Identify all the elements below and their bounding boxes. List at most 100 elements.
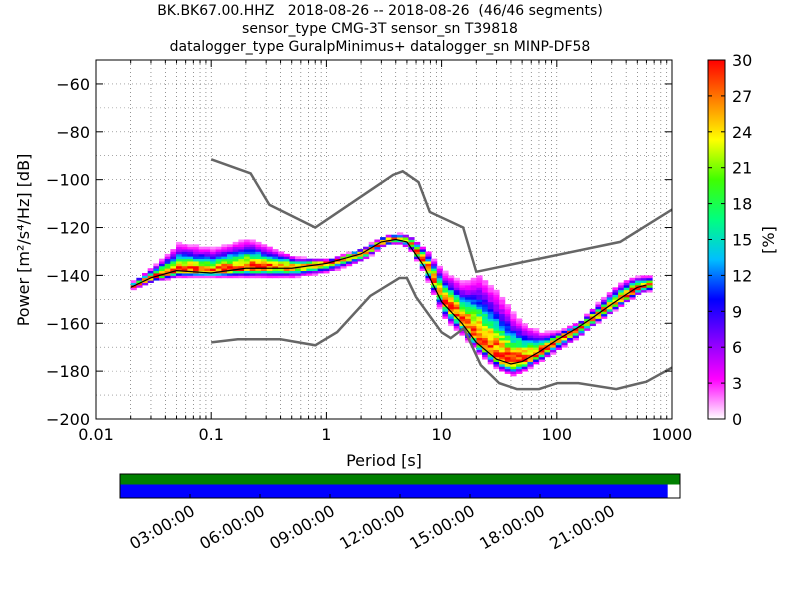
heatmap-cell <box>414 244 421 248</box>
heatmap-cell <box>612 287 619 291</box>
heatmap-cell <box>493 306 500 310</box>
heatmap-cell <box>567 340 574 343</box>
heatmap-cell <box>249 256 256 260</box>
heatmap-cell <box>147 277 154 281</box>
heatmap-cell <box>425 270 432 274</box>
heatmap-cell <box>272 263 279 267</box>
heatmap-cell <box>317 263 324 267</box>
heatmap-cell <box>578 320 585 324</box>
heatmap-cell <box>465 284 472 288</box>
colorbar-tick-label: 30 <box>732 51 752 70</box>
heatmap-cell <box>521 323 528 327</box>
heatmap-cell <box>431 261 438 264</box>
heatmap-cell <box>306 265 313 269</box>
heatmap-cell <box>244 253 251 257</box>
heatmap-cell <box>374 246 381 250</box>
data-coverage-bar <box>120 474 680 485</box>
heatmap-cell <box>476 287 483 291</box>
heatmap-cell <box>136 277 143 281</box>
heatmap-cell <box>181 263 188 267</box>
colorbar-tick-label: 9 <box>732 302 742 321</box>
heatmap-cell <box>482 354 489 358</box>
heatmap-cell <box>283 270 290 274</box>
heatmap-cell <box>142 275 149 279</box>
heatmap-cell <box>300 263 307 267</box>
heatmap-cell <box>493 356 500 360</box>
heatmap-cell <box>476 332 483 336</box>
heatmap-cell <box>238 241 245 245</box>
heatmap-cell <box>261 246 268 250</box>
heatmap-cell <box>306 258 313 262</box>
heatmap-cell <box>295 258 302 262</box>
heatmap-cell <box>459 316 466 319</box>
heatmap-cell <box>453 328 460 331</box>
heatmap-cell <box>340 258 347 262</box>
heatmap-cell <box>170 265 177 269</box>
heatmap-cell <box>210 270 217 274</box>
heatmap-cell <box>408 241 415 245</box>
heatmap-cell <box>555 330 562 334</box>
heatmap-cell <box>482 351 489 355</box>
heatmap-cell <box>442 306 449 310</box>
heatmap-cell <box>221 261 228 264</box>
heatmap-cell <box>442 316 449 319</box>
heatmap-cell <box>431 275 438 279</box>
heatmap-cell <box>249 273 256 276</box>
heatmap-cell <box>476 296 483 300</box>
heatmap-cell <box>527 347 534 350</box>
heatmap-cell <box>334 261 341 264</box>
heatmap-cell <box>448 306 455 310</box>
heatmap-cell <box>635 282 642 286</box>
heatmap-cell <box>516 337 523 341</box>
heatmap-cell <box>487 284 494 288</box>
heatmap-cell <box>493 351 500 355</box>
heatmap-cell <box>215 275 222 279</box>
heatmap-cell <box>499 351 506 355</box>
heatmap-cell <box>159 277 166 281</box>
heatmap-cell <box>493 318 500 322</box>
heatmap-cell <box>380 244 387 248</box>
heatmap-cell <box>527 351 534 355</box>
colorbar-tick-label: 12 <box>732 266 752 285</box>
heatmap-cell <box>244 265 251 269</box>
heatmap-cell <box>436 299 443 303</box>
heatmap-cell <box>499 366 506 370</box>
heatmap-cell <box>499 356 506 360</box>
heatmap-cell <box>493 363 500 367</box>
heatmap-cell <box>618 287 625 291</box>
heatmap-cell <box>374 239 381 243</box>
heatmap-cell <box>470 325 477 329</box>
heatmap-cell <box>487 320 494 324</box>
heatmap-cell <box>527 330 534 334</box>
heatmap-cell <box>499 316 506 319</box>
heatmap-cell <box>465 292 472 295</box>
heatmap-cell <box>516 340 523 343</box>
heatmap-cell <box>408 239 415 243</box>
heatmap-cell <box>204 263 211 267</box>
heatmap-cell <box>357 251 364 255</box>
heatmap-cell <box>346 263 353 267</box>
heatmap-cell <box>187 251 194 255</box>
heatmap-cell <box>272 249 279 252</box>
heatmap-cell <box>465 308 472 312</box>
heatmap-cell <box>504 371 511 374</box>
heatmap-cell <box>487 330 494 334</box>
heatmap-cell <box>334 268 341 272</box>
heatmap-cell <box>533 349 540 353</box>
heatmap-cell <box>198 261 205 264</box>
colorbar-tick-label: 18 <box>732 195 752 214</box>
heatmap-cell <box>442 282 449 286</box>
heatmap-cell <box>181 256 188 260</box>
heatmap-cell <box>476 294 483 298</box>
heatmap-cell <box>618 299 625 303</box>
heatmap-cell <box>164 268 171 272</box>
heatmap-cell <box>249 261 256 264</box>
heatmap-cell <box>504 347 511 350</box>
heatmap-cell <box>623 289 630 293</box>
heatmap-cell <box>340 261 347 264</box>
heatmap-cell <box>227 263 234 267</box>
heatmap-cell <box>453 292 460 295</box>
heatmap-cell <box>533 359 540 362</box>
heatmap-cell <box>198 253 205 257</box>
heatmap-cell <box>487 361 494 365</box>
